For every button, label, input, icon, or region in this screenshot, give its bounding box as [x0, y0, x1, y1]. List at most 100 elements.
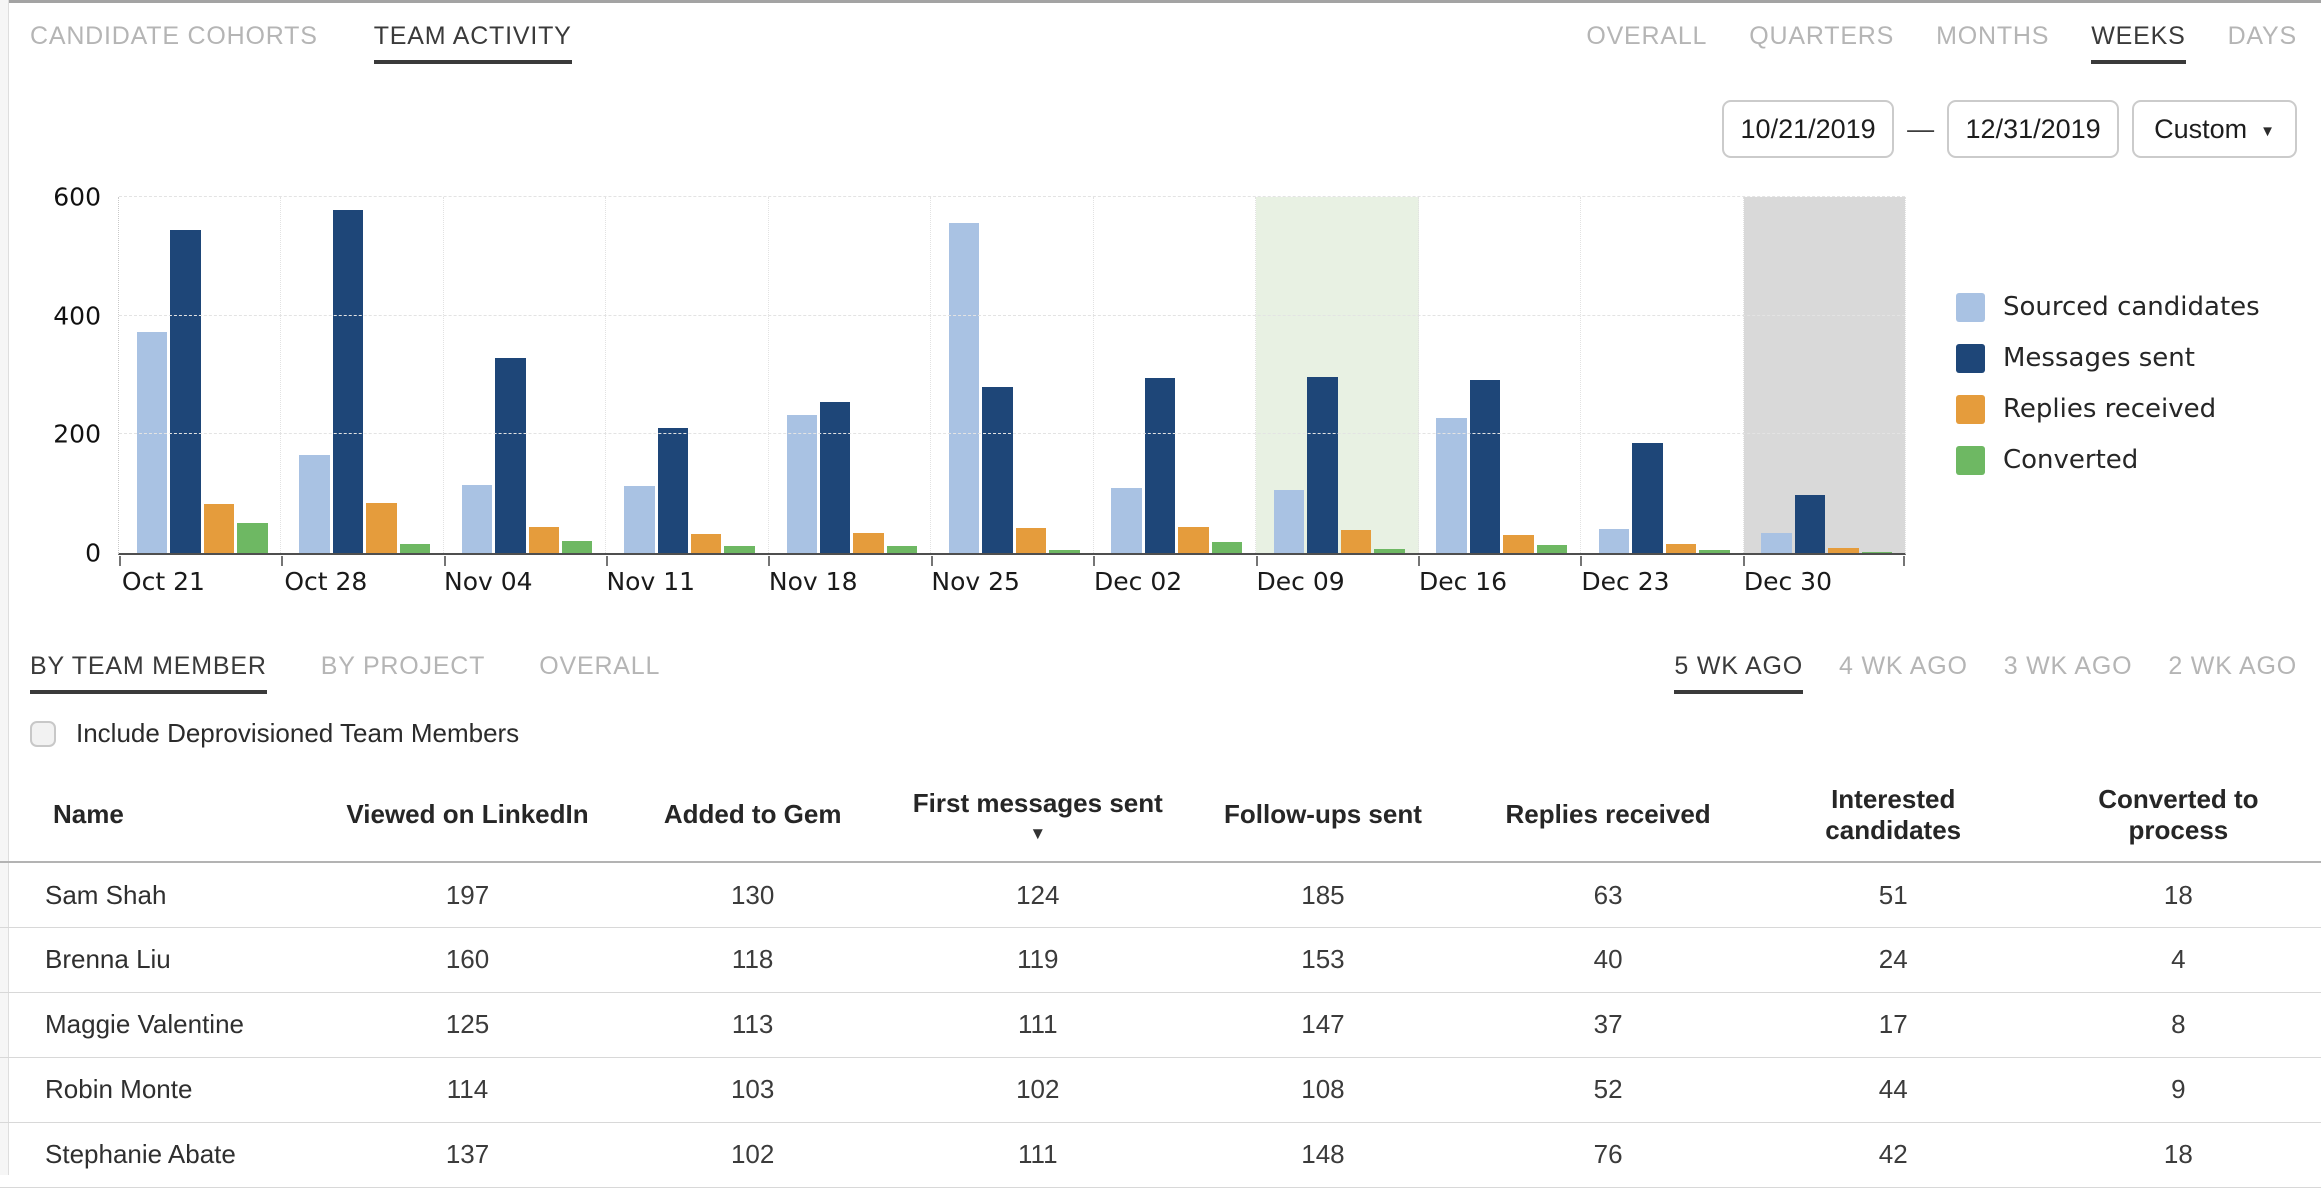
tab-quarters[interactable]: QUARTERS [1749, 22, 1895, 50]
table-row[interactable]: Stephanie Abate 137 102 111 148 76 42 18 [0, 1122, 2321, 1188]
bar-sourced-candidates-dec-30[interactable] [1761, 533, 1792, 553]
bar-group-dec-23 [1598, 197, 1730, 553]
bar-sourced-candidates-nov-18[interactable] [786, 415, 818, 553]
col-header-follow-ups-sent[interactable]: Follow-ups sent [1180, 772, 1466, 864]
table-row[interactable]: Sam Shah 197 130 124 185 63 51 18 [0, 862, 2321, 928]
date-preset-dropdown[interactable]: Custom ▼ [2132, 100, 2297, 158]
x-axis-tick [1580, 556, 1583, 566]
bar-messages-sent-oct-21[interactable] [170, 229, 201, 553]
bar-messages-sent-dec-30[interactable] [1794, 495, 1826, 553]
bar-sourced-candidates-nov-11[interactable] [624, 485, 655, 553]
tab-months[interactable]: MONTHS [1936, 22, 2050, 50]
breakdown-tabs: BY TEAM MEMBER BY PROJECT OVERALL [30, 652, 660, 694]
col-header-replies-received[interactable]: Replies received [1465, 772, 1751, 864]
col-header-converted-to-process[interactable]: Converted to process [2035, 772, 2321, 864]
cell-value: 52 [1465, 1057, 1751, 1123]
tab-3-wk-ago[interactable]: 3 WK AGO [2003, 652, 2133, 680]
bar-converted-dec-09[interactable] [1374, 549, 1405, 553]
bar-messages-sent-nov-04[interactable] [495, 358, 526, 553]
bar-sourced-candidates-nov-04[interactable] [461, 484, 493, 553]
cell-value: 113 [610, 992, 896, 1058]
bar-sourced-candidates-dec-09[interactable] [1273, 489, 1305, 553]
bar-converted-dec-02[interactable] [1211, 542, 1243, 553]
bar-group-nov-11 [624, 197, 755, 553]
tab-overall[interactable]: OVERALL [539, 652, 661, 680]
tab-team-activity[interactable]: TEAM ACTIVITY [373, 22, 572, 64]
bar-converted-dec-30[interactable] [1861, 551, 1893, 553]
col-header-name[interactable]: Name [0, 772, 325, 864]
col-header-label: Interested candidates [1825, 784, 1962, 845]
col-header-interested-candidates[interactable]: Interested candidates [1750, 772, 2036, 864]
table-row[interactable]: Maggie Valentine 125 113 111 147 37 17 8 [0, 992, 2321, 1058]
tab-2-wk-ago[interactable]: 2 WK AGO [2168, 652, 2297, 680]
chart-slots: Oct 21 Oct 28 Nov 04 Nov 11 Nov 18 Nov 25 Dec … [119, 197, 1905, 596]
tab-5-wk-ago[interactable]: 5 WK AGO [1674, 652, 1804, 694]
bar-replies-received-dec-02[interactable] [1178, 526, 1209, 553]
y-axis-label: 200 [53, 419, 101, 449]
bar-replies-received-dec-30[interactable] [1828, 547, 1859, 553]
col-header-first-messages-sent[interactable]: First messages sent ▼ [895, 772, 1181, 864]
cell-name: Sam Shah [0, 862, 325, 928]
bar-replies-received-dec-16[interactable] [1503, 534, 1534, 553]
include-deprovisioned-checkbox[interactable] [30, 720, 56, 747]
col-header-viewed-on-linkedin[interactable]: Viewed on LinkedIn [324, 772, 611, 864]
tab-by-project[interactable]: BY PROJECT [320, 652, 486, 680]
bar-sourced-candidates-dec-16[interactable] [1436, 418, 1467, 553]
bar-replies-received-dec-23[interactable] [1665, 543, 1697, 553]
chart-slot-nov-18: Nov 18 [769, 197, 932, 596]
y-axis-label: 400 [53, 301, 101, 331]
bar-messages-sent-nov-18[interactable] [820, 402, 851, 553]
bar-group-nov-18 [786, 197, 918, 553]
bar-converted-nov-11[interactable] [724, 545, 755, 553]
bar-sourced-candidates-oct-28[interactable] [299, 454, 330, 553]
table-header-row: Name Viewed on LinkedIn Added to Gem First … [0, 772, 2321, 864]
bar-messages-sent-oct-28[interactable] [332, 210, 364, 553]
tab-candidate-cohorts[interactable]: CANDIDATE COHORTS [30, 22, 318, 50]
x-axis-tick [768, 556, 771, 566]
bar-converted-oct-28[interactable] [399, 543, 431, 553]
gridline-600 [119, 196, 1905, 197]
x-axis-tick [1417, 556, 1420, 566]
bar-messages-sent-nov-25[interactable] [982, 386, 1013, 553]
legend-label: Replies received [2003, 394, 2217, 424]
end-date-input[interactable]: 12/31/2019 [1947, 100, 2120, 158]
cell-value: 76 [1465, 1122, 1751, 1188]
bar-converted-dec-16[interactable] [1536, 545, 1568, 553]
table-row[interactable]: Robin Monte 114 103 102 108 52 44 9 [0, 1057, 2321, 1123]
chart-legend: Sourced candidates Messages sent Replies r… [1956, 292, 2260, 475]
bar-messages-sent-dec-02[interactable] [1144, 377, 1176, 553]
tab-4-wk-ago[interactable]: 4 WK AGO [1839, 652, 1968, 680]
col-header-added-to-gem[interactable]: Added to Gem [610, 772, 896, 864]
bar-replies-received-oct-28[interactable] [366, 502, 397, 553]
bar-messages-sent-dec-23[interactable] [1632, 442, 1663, 553]
bar-replies-received-nov-04[interactable] [528, 526, 560, 553]
bar-sourced-candidates-nov-25[interactable] [949, 223, 980, 553]
tab-weeks[interactable]: WEEKS [2091, 22, 2186, 64]
bar-converted-nov-04[interactable] [562, 541, 593, 553]
tab-by-team-member[interactable]: BY TEAM MEMBER [30, 652, 267, 694]
bar-messages-sent-dec-16[interactable] [1469, 380, 1501, 553]
col-header-label: Replies received [1505, 799, 1711, 830]
tab-overall[interactable]: OVERALL [1586, 22, 1708, 50]
bar-replies-received-nov-11[interactable] [691, 534, 722, 553]
cell-value: 9 [2035, 1057, 2321, 1123]
bar-messages-sent-dec-09[interactable] [1307, 377, 1338, 553]
bar-converted-dec-23[interactable] [1699, 550, 1730, 553]
bar-converted-oct-21[interactable] [237, 523, 268, 553]
bar-sourced-candidates-dec-02[interactable] [1111, 487, 1142, 553]
x-axis-tick [930, 556, 933, 566]
tab-days[interactable]: DAYS [2227, 22, 2297, 50]
bar-sourced-candidates-oct-21[interactable] [136, 331, 168, 553]
bar-replies-received-nov-25[interactable] [1015, 527, 1047, 553]
legend-label: Sourced candidates [2003, 292, 2260, 322]
start-date-input[interactable]: 10/21/2019 [1722, 100, 1895, 158]
bar-replies-received-dec-09[interactable] [1340, 530, 1372, 553]
bar-replies-received-oct-21[interactable] [203, 503, 235, 553]
bar-replies-received-nov-18[interactable] [853, 533, 884, 553]
bar-messages-sent-nov-11[interactable] [657, 428, 689, 553]
bar-converted-nov-18[interactable] [886, 545, 918, 553]
table-row[interactable]: Brenna Liu 160 118 119 153 40 24 4 [0, 927, 2321, 993]
bar-converted-nov-25[interactable] [1049, 550, 1080, 553]
bar-sourced-candidates-dec-23[interactable] [1598, 528, 1630, 553]
